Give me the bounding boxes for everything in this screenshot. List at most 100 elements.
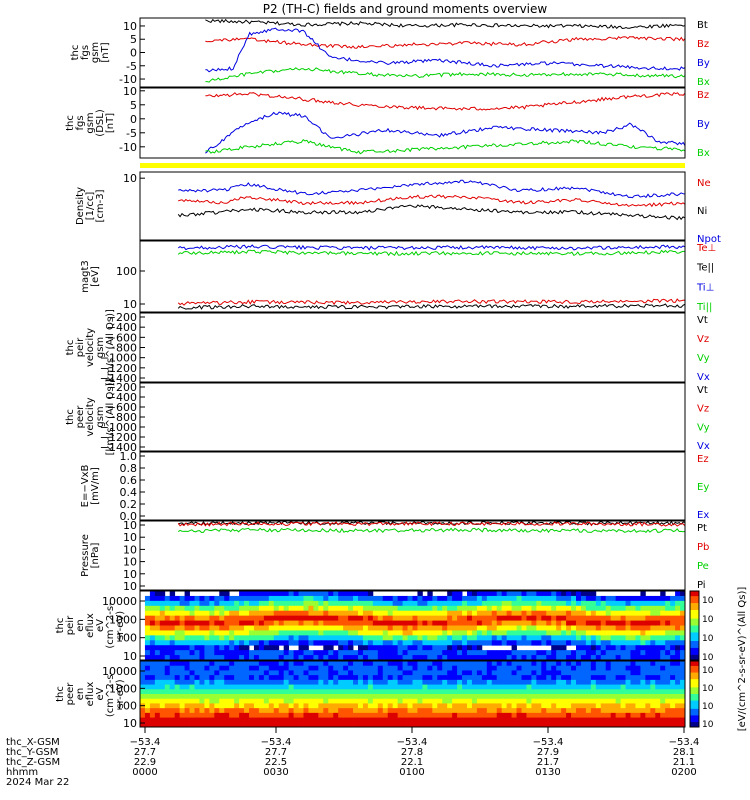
spectrogram-cell bbox=[531, 708, 537, 714]
spectrogram-cell bbox=[308, 595, 314, 602]
spectrogram-cell bbox=[229, 675, 235, 681]
colorbar-cell bbox=[690, 603, 699, 606]
spectrogram-cell bbox=[521, 698, 527, 704]
spectrogram-cell bbox=[338, 650, 344, 656]
spectrogram-cell bbox=[447, 712, 453, 718]
spectrogram-cell bbox=[625, 722, 631, 728]
spectrogram-cell bbox=[462, 640, 468, 646]
spectrogram-cell bbox=[680, 630, 686, 636]
spectrogram-cell bbox=[144, 661, 151, 667]
spectrogram-cell bbox=[566, 635, 572, 641]
footer-value: −53.4 bbox=[533, 737, 564, 748]
spectrogram-cell bbox=[481, 675, 488, 681]
spectrogram-cell bbox=[204, 698, 210, 704]
spectrogram-cell bbox=[452, 708, 458, 714]
spectrogram-cell bbox=[452, 645, 458, 651]
spectrogram-cell bbox=[432, 605, 438, 612]
spectrogram-cell bbox=[595, 600, 602, 607]
spectrogram-cell bbox=[402, 679, 408, 685]
spectrogram-cell bbox=[521, 655, 527, 661]
spectrogram-cell bbox=[258, 679, 265, 685]
spectrogram-cell bbox=[526, 698, 532, 704]
spectrogram-cell bbox=[462, 630, 468, 636]
spectrogram-cell bbox=[288, 661, 294, 667]
spectrogram-cell bbox=[258, 595, 265, 602]
spectrogram-cell bbox=[600, 694, 607, 700]
spectrogram-cell bbox=[144, 679, 151, 685]
colorbar-cell bbox=[690, 707, 699, 710]
spectrogram-cell bbox=[140, 675, 146, 681]
spectrogram-cell bbox=[283, 620, 290, 626]
spectrogram-cell bbox=[516, 591, 522, 597]
spectrogram-cell bbox=[154, 655, 161, 661]
spectrogram-cell bbox=[234, 661, 240, 667]
spectrogram-cell bbox=[635, 708, 641, 714]
spectrogram-cell bbox=[576, 708, 582, 714]
spectrogram-cell bbox=[189, 712, 195, 718]
spectrogram-cell bbox=[372, 650, 379, 656]
spectrogram-cell bbox=[580, 694, 587, 700]
spectrogram-cell bbox=[635, 722, 641, 728]
spectrogram-cell bbox=[422, 684, 428, 690]
spectrogram-cell bbox=[675, 670, 681, 676]
spectrogram-cell bbox=[392, 620, 399, 626]
spectrogram-cell bbox=[620, 645, 626, 651]
spectrogram-cell bbox=[293, 679, 299, 685]
spectrogram-cell bbox=[585, 665, 592, 671]
spectrogram-cell bbox=[476, 625, 483, 631]
spectrogram-cell bbox=[630, 615, 636, 621]
spectrogram-cell bbox=[476, 645, 483, 651]
spectrogram-cell bbox=[194, 661, 200, 667]
spectrogram-cell bbox=[358, 610, 364, 617]
spectrogram-cell bbox=[590, 650, 597, 656]
spectrogram-cell bbox=[362, 625, 369, 631]
spectrogram-cell bbox=[293, 635, 299, 641]
spectrogram-cell bbox=[546, 600, 552, 607]
spectrogram-cell bbox=[546, 675, 552, 681]
spectrogram-cell bbox=[392, 703, 399, 709]
spectrogram-cell bbox=[333, 610, 339, 617]
spectrogram-cell bbox=[313, 717, 319, 723]
spectrogram-cell bbox=[501, 717, 508, 723]
spectrogram-cell bbox=[645, 655, 651, 661]
spectrogram-cell bbox=[372, 625, 379, 631]
spectrogram-cell bbox=[244, 600, 250, 607]
y-tick-label: 10 bbox=[123, 298, 137, 311]
spectrogram-cell bbox=[645, 670, 651, 676]
spectrogram-cell bbox=[303, 722, 309, 728]
spectrogram-cell bbox=[680, 684, 686, 690]
spectrogram-cell bbox=[660, 665, 666, 671]
spectrogram-cell bbox=[476, 722, 483, 728]
footer-value: 27.8 bbox=[401, 747, 423, 758]
spectrogram-cell bbox=[278, 717, 285, 723]
spectrogram-cell bbox=[367, 670, 374, 676]
spectrogram-cell bbox=[214, 665, 220, 671]
spectrogram-cell bbox=[298, 630, 304, 636]
spectrogram-cell bbox=[219, 625, 225, 631]
spectrogram-cell bbox=[328, 670, 334, 676]
spectrogram-cell bbox=[437, 679, 443, 685]
y-tick-label: 0.0 bbox=[120, 510, 138, 523]
spectrogram-cell bbox=[680, 665, 686, 671]
spectrogram-cell bbox=[457, 640, 463, 646]
spectrogram-cell bbox=[387, 717, 394, 723]
spectrogram-cell bbox=[526, 722, 532, 728]
spectrogram-cell bbox=[308, 605, 314, 612]
spectrogram-cell bbox=[541, 679, 547, 685]
spectrogram-cell bbox=[382, 635, 389, 641]
spectrogram-cell bbox=[605, 703, 612, 709]
spectrogram-cell bbox=[536, 635, 542, 641]
spectrogram-cell bbox=[655, 665, 661, 671]
spectrogram-cell bbox=[447, 679, 453, 685]
spectrogram-cell bbox=[531, 591, 537, 597]
spectrogram-cell bbox=[392, 717, 399, 723]
spectrogram-cell bbox=[387, 625, 394, 631]
spectrogram-cell bbox=[323, 630, 329, 636]
spectrogram-cell bbox=[640, 708, 646, 714]
spectrogram-cell bbox=[224, 610, 230, 617]
spectrogram-cell bbox=[615, 679, 621, 685]
spectrogram-cell bbox=[159, 640, 166, 646]
spectrogram-cell bbox=[149, 650, 156, 656]
spectrogram-cell bbox=[140, 708, 146, 714]
spectrogram-cell bbox=[278, 694, 285, 700]
